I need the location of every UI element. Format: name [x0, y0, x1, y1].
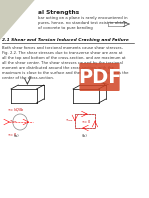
Text: $\tau = 0$: $\tau = 0$: [81, 117, 91, 125]
Bar: [75, 114, 95, 128]
Text: bar acting on a plane is rarely encountered in
pures, hence, no standard test ex: bar acting on a plane is rarely encounte…: [38, 16, 128, 30]
Text: $\tau = VQ/Ib$: $\tau = VQ/Ib$: [7, 106, 25, 113]
Text: (a): (a): [14, 134, 19, 138]
Bar: [75, 114, 95, 128]
Text: P: P: [28, 76, 31, 80]
Text: M: M: [100, 79, 104, 83]
Text: PDF: PDF: [78, 68, 121, 87]
Text: $\tau_{max}$: $\tau_{max}$: [65, 118, 75, 124]
FancyBboxPatch shape: [79, 63, 120, 91]
Polygon shape: [0, 0, 35, 40]
Text: (b): (b): [82, 134, 88, 138]
Text: Both shear forces and torsional moments cause shear stresses,
Fig. 2.2. The shea: Both shear forces and torsional moments …: [2, 46, 128, 80]
Text: al Strengths: al Strengths: [38, 10, 80, 15]
Text: $\tau_{max}$: $\tau_{max}$: [9, 119, 18, 125]
Text: 2.1 Shear and Torsion Induced Cracking and Failure: 2.1 Shear and Torsion Induced Cracking a…: [2, 38, 129, 42]
Text: $\tau = 0$: $\tau = 0$: [7, 131, 18, 138]
